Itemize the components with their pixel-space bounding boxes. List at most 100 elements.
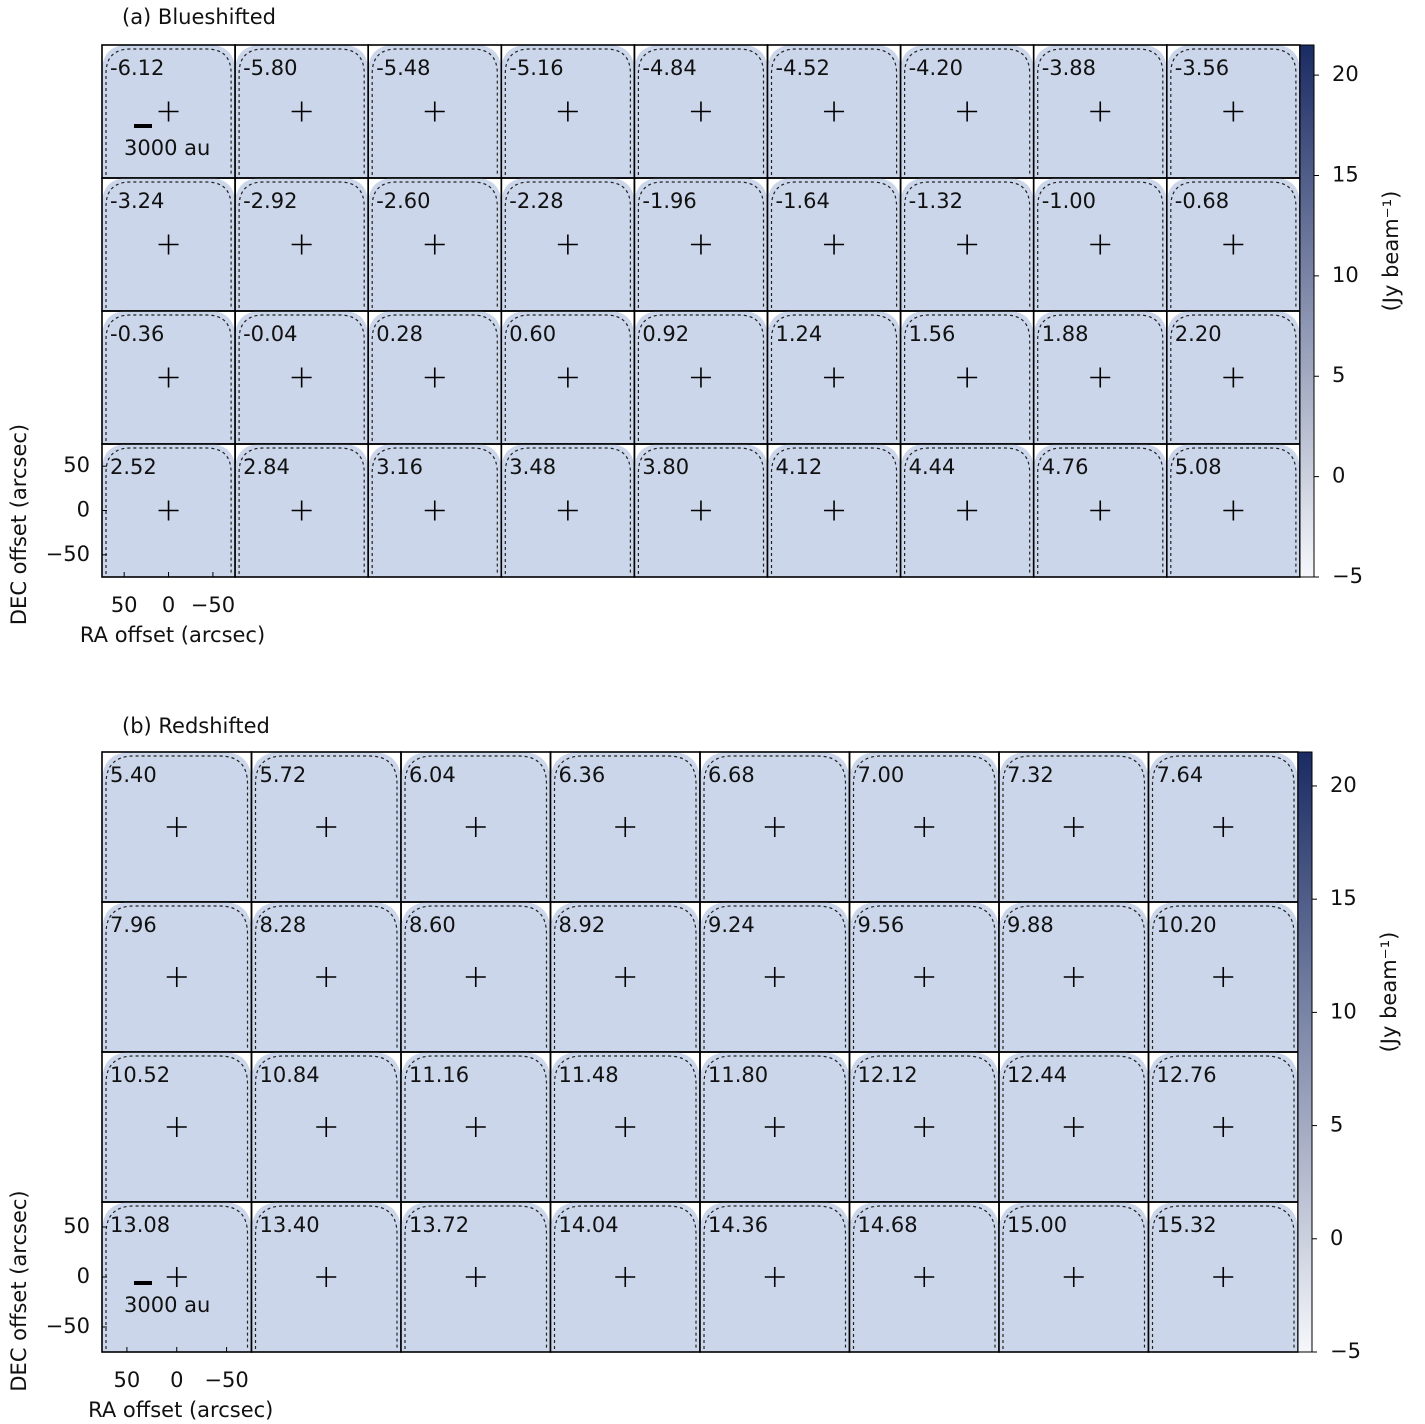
noise-edge — [904, 447, 1031, 574]
noise-edge — [105, 1205, 249, 1349]
noise-edge — [904, 314, 1031, 441]
noise-edge — [238, 447, 365, 574]
channel-label: -1.32 — [909, 189, 963, 213]
colorbar — [1297, 751, 1313, 1353]
noise-edge — [105, 447, 232, 574]
y-tick-label: 50 — [63, 1214, 90, 1238]
noise-edge — [254, 905, 398, 1049]
noise-edge — [404, 755, 548, 899]
noise-edge — [254, 755, 398, 899]
x-tick-label: −50 — [191, 593, 235, 617]
channel-label: 2.20 — [1175, 322, 1222, 346]
scale-bar-label: 3000 au — [124, 136, 210, 160]
noise-edge — [1002, 755, 1146, 899]
channel-label: 13.40 — [260, 1213, 320, 1237]
x-tick-label: 0 — [162, 593, 175, 617]
noise-edge — [254, 1055, 398, 1199]
x-tick-label: 50 — [111, 593, 138, 617]
noise-edge — [553, 905, 697, 1049]
channel-label: -5.48 — [376, 56, 430, 80]
channel-label: 3.80 — [642, 455, 689, 479]
x-axis-label: RA offset (arcsec) — [80, 623, 265, 647]
colorbar-tick-label: −5 — [1330, 1339, 1361, 1363]
channel-label: 1.88 — [1042, 322, 1089, 346]
noise-edge — [404, 1055, 548, 1199]
colorbar-tick-label: 20 — [1330, 773, 1357, 797]
channel-label: -2.60 — [376, 189, 430, 213]
channel-label: 2.84 — [243, 455, 290, 479]
noise-edge — [105, 181, 232, 308]
colorbar-tick-label: 5 — [1332, 363, 1345, 387]
channel-label: 9.24 — [708, 913, 755, 937]
channel-label: 7.96 — [110, 913, 157, 937]
noise-edge — [637, 181, 765, 308]
noise-edge — [1037, 447, 1164, 574]
y-tick-label: 50 — [63, 453, 90, 477]
noise-edge — [1037, 48, 1164, 175]
noise-edge — [238, 314, 365, 441]
colorbar-tick-label: 15 — [1330, 886, 1357, 910]
noise-edge — [852, 1205, 996, 1349]
channel-label: 14.04 — [559, 1213, 619, 1237]
channel-label: 1.56 — [909, 322, 956, 346]
colorbar-tick-label: 10 — [1330, 999, 1357, 1023]
noise-edge — [852, 755, 996, 899]
panel-title: (b) Redshifted — [122, 714, 270, 738]
channel-label: 8.60 — [409, 913, 456, 937]
noise-edge — [637, 314, 765, 441]
colorbar-tick-label: 0 — [1332, 464, 1345, 488]
channel-label: 3.48 — [509, 455, 556, 479]
noise-edge — [105, 48, 232, 175]
noise-edge — [770, 314, 898, 441]
channel-label: 6.36 — [559, 763, 606, 787]
y-tick-label: −50 — [46, 1314, 90, 1338]
channel-label: 7.64 — [1157, 763, 1204, 787]
channel-label: -1.00 — [1042, 189, 1096, 213]
colorbar-label: (Jy beam⁻¹) — [1379, 191, 1403, 312]
y-tick-label: 0 — [77, 498, 90, 522]
colorbar-label: (Jy beam⁻¹) — [1377, 932, 1401, 1053]
noise-edge — [1151, 905, 1295, 1049]
noise-edge — [703, 755, 847, 899]
y-axis-label: DEC offset (arcsec) — [7, 424, 31, 625]
channel-label: -2.28 — [509, 189, 563, 213]
noise-edge — [371, 48, 498, 175]
noise-edge — [852, 905, 996, 1049]
x-tick-label: −50 — [204, 1368, 248, 1392]
channel-label: 7.00 — [858, 763, 905, 787]
y-tick-label: 0 — [77, 1264, 90, 1288]
y-tick-label: −50 — [46, 542, 90, 566]
noise-edge — [553, 1205, 697, 1349]
channel-label: 1.24 — [776, 322, 823, 346]
channel-label: 10.84 — [260, 1063, 320, 1087]
noise-edge — [371, 314, 498, 441]
colorbar-tick-label: 5 — [1330, 1113, 1343, 1137]
noise-edge — [703, 1205, 847, 1349]
noise-edge — [637, 48, 765, 175]
colorbar-tick-label: −5 — [1332, 564, 1363, 588]
channel-label: 14.68 — [858, 1213, 918, 1237]
channel-label: 3.16 — [376, 455, 423, 479]
channel-label: -0.36 — [110, 322, 164, 346]
channel-label: -5.80 — [243, 56, 297, 80]
panel-title: (a) Blueshifted — [122, 5, 276, 29]
noise-edge — [404, 1205, 548, 1349]
noise-edge — [770, 447, 898, 574]
noise-edge — [504, 447, 631, 574]
scale-bar-label: 3000 au — [124, 1293, 210, 1317]
noise-edge — [1037, 314, 1164, 441]
channel-label: 12.44 — [1007, 1063, 1067, 1087]
channel-label: 9.56 — [858, 913, 905, 937]
channel-label: 0.60 — [509, 322, 556, 346]
channel-label: -1.64 — [776, 189, 830, 213]
channel-label: 15.32 — [1157, 1213, 1217, 1237]
noise-edge — [1170, 447, 1297, 574]
noise-edge — [904, 181, 1031, 308]
channel-label: -1.96 — [642, 189, 696, 213]
channel-label: 4.44 — [909, 455, 956, 479]
channel-label: -4.20 — [909, 56, 963, 80]
noise-edge — [553, 1055, 697, 1199]
colorbar-tick-label: 20 — [1332, 62, 1359, 86]
channel-label: 8.28 — [260, 913, 307, 937]
channel-label: 13.72 — [409, 1213, 469, 1237]
